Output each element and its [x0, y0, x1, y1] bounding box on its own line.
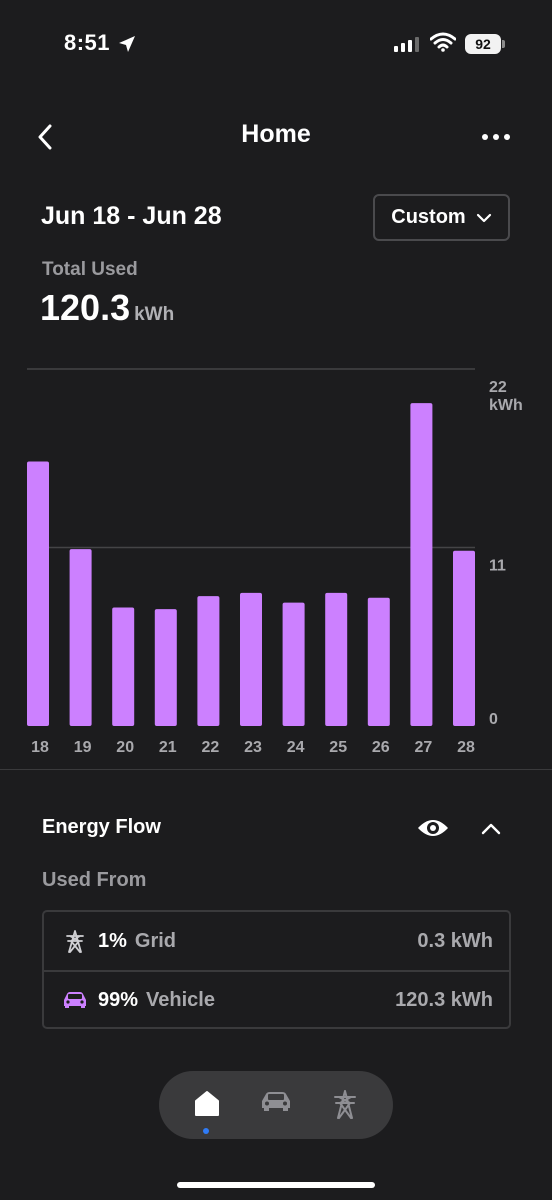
bar-day-26[interactable] — [367, 597, 390, 726]
back-button[interactable] — [30, 120, 62, 154]
bar-day-27[interactable] — [410, 403, 433, 726]
energy-flow-title: Energy Flow — [42, 816, 161, 838]
bar-day-22[interactable] — [197, 596, 220, 726]
source-percent: 1% — [98, 929, 127, 952]
car-icon — [60, 991, 90, 1009]
page-title: Home — [241, 120, 311, 148]
x-tick-label: 27 — [415, 739, 433, 756]
date-range-label: Jun 18 - Jun 28 — [41, 202, 222, 230]
total-used-label: Total Used — [42, 259, 138, 280]
x-tick-label: 19 — [74, 739, 92, 756]
cellular-signal-icon — [394, 36, 419, 52]
x-tick-label: 22 — [202, 739, 220, 756]
car-icon — [262, 1092, 290, 1111]
nav-home-button[interactable] — [189, 1089, 225, 1123]
more-options-button[interactable] — [476, 126, 516, 148]
source-value: 0.3 kWh — [417, 929, 493, 952]
energy-sources-list: 1% Grid 0.3 kWh 99% Vehicle 120.3 kWh — [42, 910, 511, 1029]
home-icon — [195, 1091, 219, 1116]
section-divider — [0, 769, 552, 770]
eye-icon[interactable] — [416, 816, 450, 840]
nav-grid-button[interactable] — [327, 1089, 363, 1123]
active-tab-indicator — [203, 1128, 209, 1134]
y-tick-label: 11 — [489, 558, 506, 575]
x-tick-label: 24 — [287, 739, 305, 756]
bar-day-19[interactable] — [69, 549, 92, 726]
bar-day-23[interactable] — [240, 592, 262, 726]
bar-day-25[interactable] — [325, 592, 348, 726]
bar-day-21[interactable] — [154, 609, 177, 726]
bar-day-28[interactable] — [453, 550, 475, 726]
y-tick-label: 0 — [489, 711, 498, 728]
range-selector-label: Custom — [391, 206, 466, 228]
bottom-nav-bar — [159, 1071, 393, 1139]
battery-indicator: 92 — [465, 34, 501, 54]
x-tick-label: 25 — [329, 739, 347, 756]
source-name: Grid — [134, 929, 177, 952]
bar-day-18[interactable] — [27, 461, 49, 726]
location-arrow-icon — [119, 36, 135, 52]
y-axis-unit-label: kWh — [489, 397, 523, 414]
x-tick-label: 21 — [159, 739, 177, 756]
x-tick-label: 18 — [31, 739, 49, 756]
range-selector-dropdown[interactable]: Custom — [373, 194, 510, 241]
wifi-icon — [430, 32, 456, 52]
total-used-value: 120.3 kWh — [40, 287, 174, 329]
used-from-label: Used From — [42, 869, 147, 891]
total-used-unit: kWh — [134, 304, 175, 325]
battery-tip — [502, 40, 505, 48]
total-used-number: 120.3 — [40, 287, 131, 328]
collapse-chevron-up-icon[interactable] — [480, 818, 502, 838]
source-value: 120.3 kWh — [395, 988, 493, 1011]
x-tick-label: 26 — [372, 739, 390, 756]
source-name: Vehicle — [146, 988, 215, 1011]
source-row-grid: 1% Grid 0.3 kWh — [44, 912, 509, 970]
x-tick-label: 28 — [457, 739, 475, 756]
source-percent: 99% — [98, 988, 139, 1011]
power-tower-icon — [334, 1090, 356, 1119]
nav-vehicle-button[interactable] — [258, 1089, 294, 1123]
chevron-down-icon — [476, 213, 491, 222]
x-tick-label: 20 — [116, 739, 134, 756]
power-tower-icon — [60, 929, 90, 953]
source-row-vehicle: 99% Vehicle 120.3 kWh — [44, 970, 509, 1028]
y-tick-label: 22 — [489, 379, 507, 396]
home-indicator-bar — [177, 1182, 375, 1188]
x-tick-label: 23 — [244, 739, 262, 756]
bar-day-20[interactable] — [112, 607, 135, 726]
status-time: 8:51 — [64, 30, 111, 55]
bar-day-24[interactable] — [282, 602, 305, 726]
